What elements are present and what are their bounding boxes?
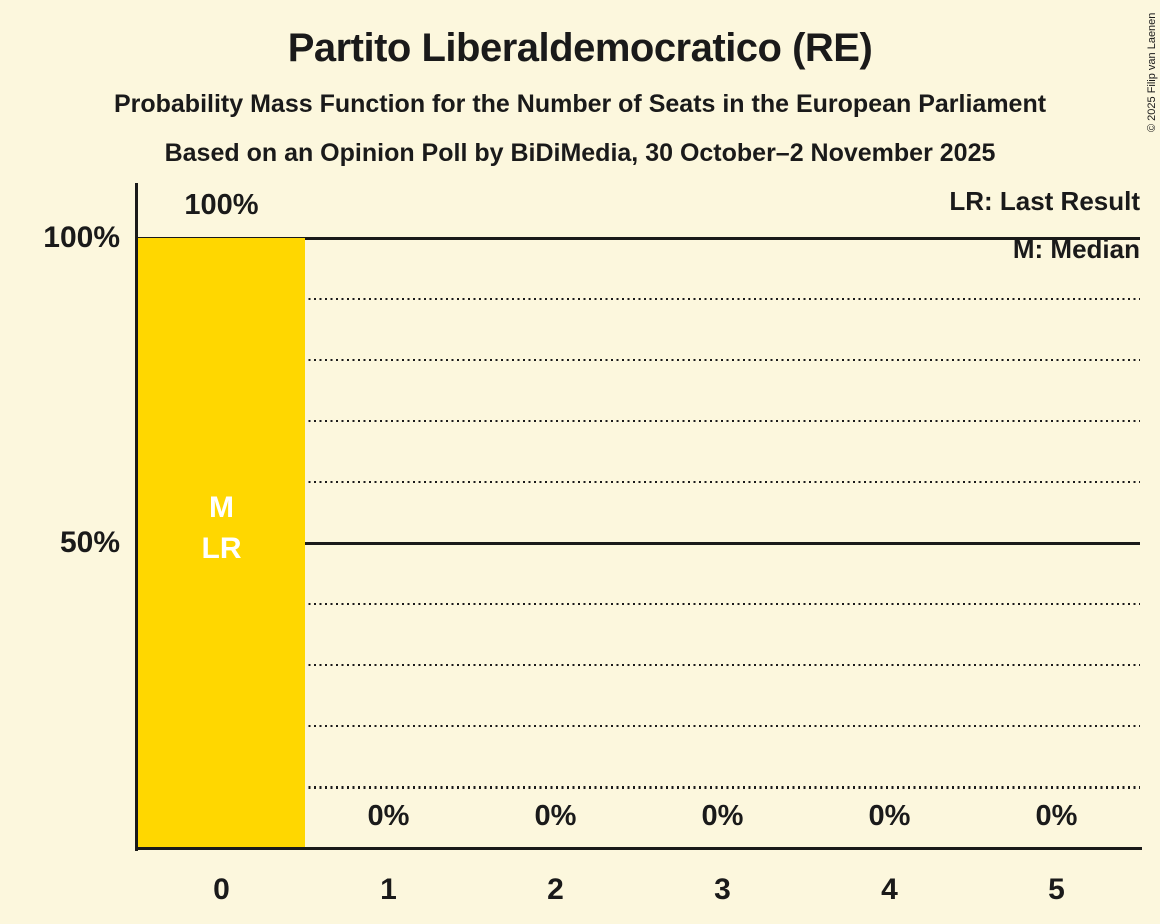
annotation-lr: LR [201,532,242,565]
x-tick-label-4: 4 [881,873,898,906]
gridline-dotted-90pct [138,297,1140,301]
y-axis-line [135,183,138,851]
gridline-solid-50pct [138,541,1140,545]
chart-title: Partito Liberaldemocratico (RE) [287,26,873,70]
x-tick-label-2: 2 [547,873,564,906]
gridline-dotted-40pct [138,603,1140,606]
x-tick-label-0: 0 [213,873,230,906]
gridline-dotted-70pct [138,420,1140,423]
x-tick-label-5: 5 [1048,873,1065,906]
gridline-dotted-20pct [138,725,1140,728]
x-axis-line [135,847,1142,850]
bar-value-label: 0% [1035,799,1078,832]
legend-median: M: Median [1012,234,1140,264]
bar-value-label: 0% [868,799,911,832]
y-tick-label: 50% [59,526,120,560]
x-tick-label-1: 1 [380,873,397,906]
y-tick-label: 100% [43,221,120,254]
gridline-dotted-10pct [138,786,1140,789]
bar-seats-0 [138,238,305,849]
x-tick-label-3: 3 [714,873,731,906]
chart-subtitle-function: Probability Mass Function for the Number… [113,90,1047,118]
bar-value-label: 100% [184,189,259,221]
bar-value-label: 0% [367,799,410,832]
bar-value-label: 0% [534,799,577,832]
chart-subtitle-poll: Based on an Opinion Poll by BiDiMedia, 3… [164,139,996,167]
legend-last-result: LR: Last Result [949,186,1140,216]
gridline-dotted-60pct [138,481,1140,484]
copyright-notice: © 2025 Filip van Laenen [1146,12,1158,132]
bar-annotation-median-lastresult: M LR [138,487,305,569]
annotation-m: M [209,491,234,524]
gridline-solid-100pct [138,236,1140,240]
gridline-dotted-80pct [138,359,1140,362]
gridline-dotted-30pct [138,664,1140,667]
bar-value-label: 0% [701,799,744,832]
